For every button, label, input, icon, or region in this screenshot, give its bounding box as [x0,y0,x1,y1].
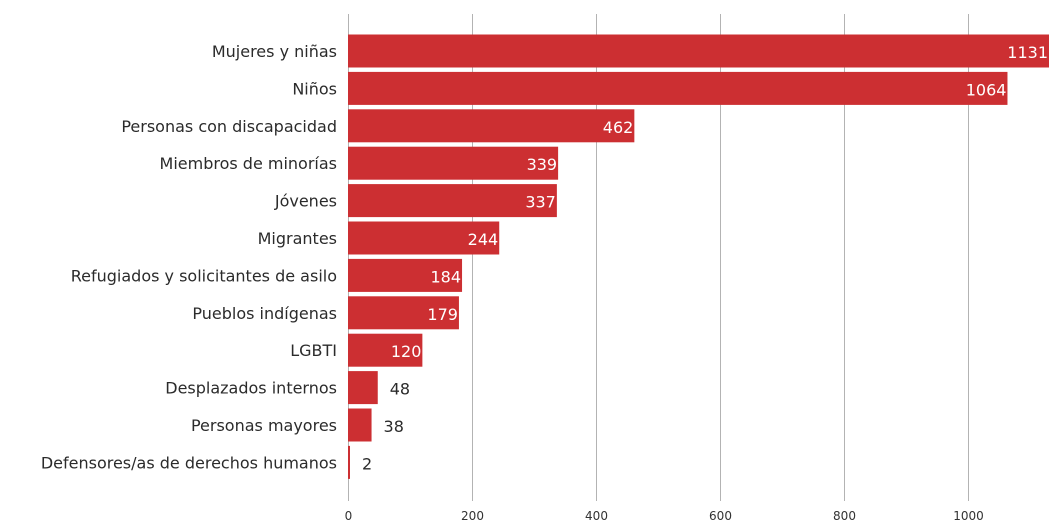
value-label: 38 [384,417,404,436]
category-label: Pueblos indígenas [192,304,337,323]
category-labels: Mujeres y niñas Niños Personas con discapa… [41,42,337,472]
category-label: Refugiados y solicitantes de asilo [71,266,337,285]
category-label: Personas mayores [191,416,337,435]
category-label: Migrantes [258,229,337,248]
value-label: 2 [362,454,372,473]
value-label: 462 [603,118,634,137]
value-label: 1064 [966,80,1007,99]
value-label: 120 [391,342,422,361]
value-label: 184 [430,267,461,286]
value-label: 244 [468,230,499,249]
x-tick-label: 1000 [953,509,984,523]
category-label: Desplazados internos [165,379,337,398]
x-tick-label: 400 [585,509,608,523]
value-label: 48 [390,380,410,399]
category-label: LGBTI [290,341,337,360]
bar [348,34,1049,68]
x-tick-label: 200 [461,509,484,523]
x-tick-label: 0 [345,509,353,523]
bar [348,258,463,292]
bar [348,221,500,255]
category-label: Jóvenes [274,192,337,211]
x-axis-tick-labels: 0 200 400 600 800 1000 [345,509,984,523]
bar [348,146,559,180]
value-label: 337 [525,193,556,212]
category-label: Miembros de minorías [160,154,337,173]
category-label: Personas con discapacidad [121,117,337,136]
value-label: 339 [527,155,558,174]
bar [348,296,459,330]
value-label: 1131 [1007,43,1048,62]
bar [348,109,635,143]
bar [348,333,423,367]
x-tick-label: 600 [709,509,732,523]
category-label: Defensores/as de derechos humanos [41,453,337,472]
x-tick-label: 800 [833,509,856,523]
bar [348,71,1008,105]
category-label: Niños [292,79,337,98]
value-label: 179 [427,305,458,324]
bars [348,34,1049,479]
bar [348,445,350,479]
bar [348,371,378,405]
category-label: Mujeres y niñas [212,42,337,61]
bar [348,184,557,218]
bar [348,408,372,442]
